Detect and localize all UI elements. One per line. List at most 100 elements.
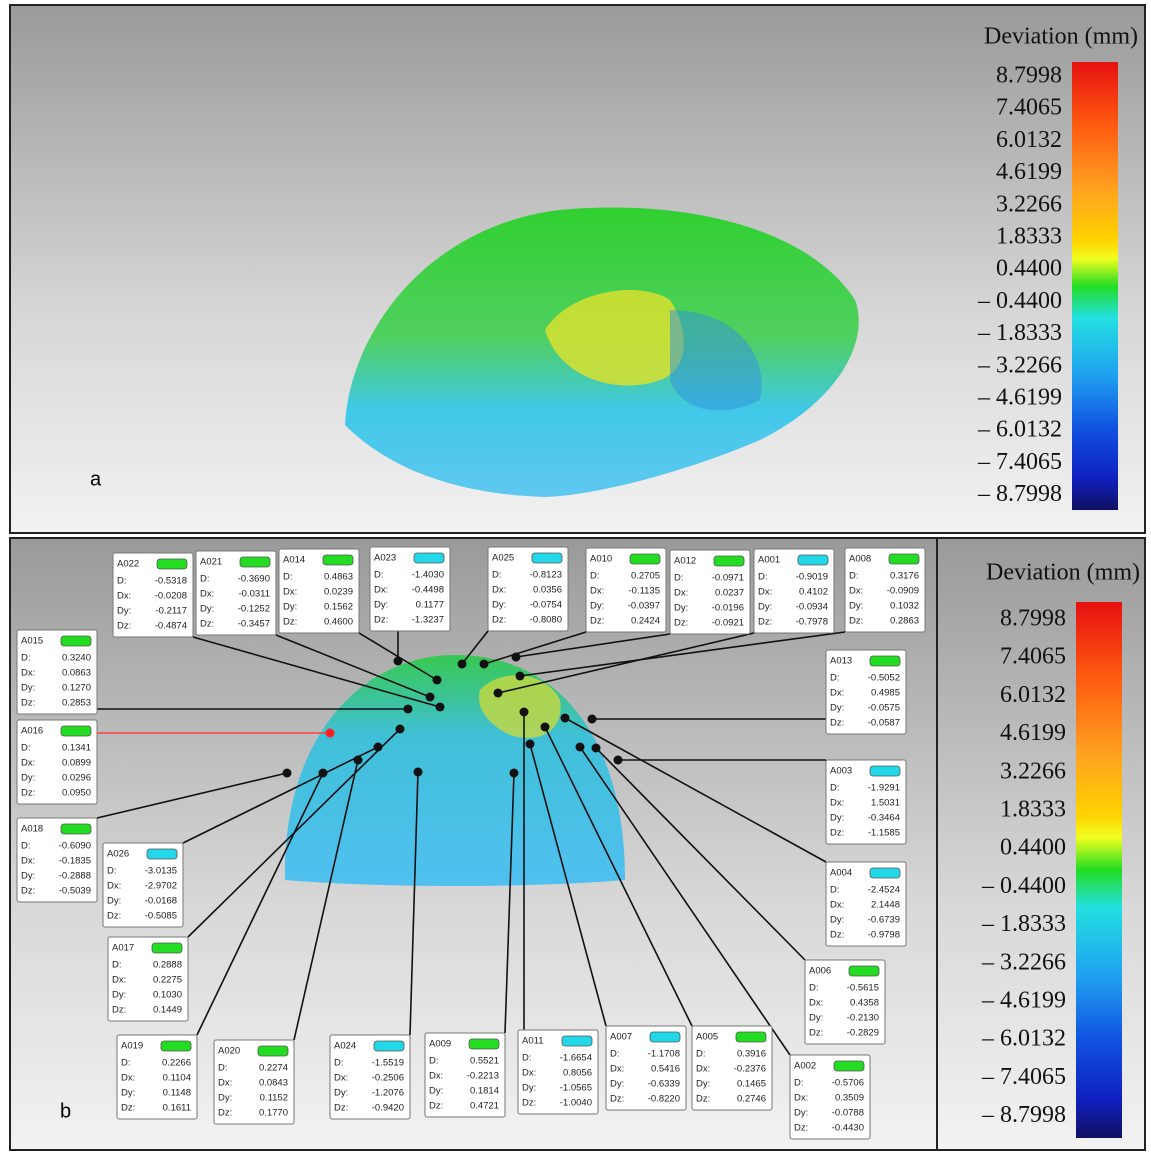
field-label: Dz:	[21, 698, 35, 709]
field-value: -0.0196	[712, 603, 744, 614]
field-value: 0.1562	[324, 602, 353, 613]
annotation-id: A013	[830, 656, 852, 667]
annotation-tag	[414, 553, 444, 563]
field-label: D:	[429, 1056, 439, 1067]
color-bar	[1076, 602, 1122, 1138]
field-value: -0.1135	[628, 586, 660, 597]
legend-label: 4.6199	[1000, 720, 1066, 746]
field-value: -0.1252	[238, 604, 270, 615]
field-label: Dy:	[374, 600, 388, 611]
probe-point	[426, 693, 435, 702]
field-value: 0.1030	[153, 990, 182, 1001]
field-label: Dy:	[492, 600, 506, 611]
field-value: 0.1814	[470, 1086, 499, 1097]
field-value: 0.1032	[890, 601, 919, 612]
annotation-id: A010	[590, 554, 612, 565]
field-label: Dz:	[809, 1028, 823, 1039]
field-label: Dx:	[794, 1093, 808, 1104]
legend-label: – 4.6199	[981, 988, 1066, 1014]
field-value: 0.1611	[163, 1103, 191, 1114]
annotation-id: A011	[522, 1036, 543, 1047]
field-value: -0.9420	[372, 1103, 404, 1114]
field-label: Dx:	[830, 688, 844, 699]
field-value: 0.4358	[850, 998, 879, 1009]
field-label: Dy:	[674, 603, 688, 614]
probe-point	[354, 756, 363, 765]
annotation-tag	[562, 1036, 592, 1046]
field-value: 0.4863	[324, 572, 353, 583]
annotation-tag	[258, 1046, 288, 1056]
field-label: Dx:	[21, 668, 35, 679]
field-value: -1.6654	[560, 1053, 592, 1064]
field-label: Dx:	[334, 1073, 348, 1084]
field-value: -0.2117	[155, 606, 187, 617]
field-label: Dz:	[218, 1108, 232, 1119]
field-label: D:	[522, 1053, 532, 1064]
field-label: Dy:	[610, 1079, 624, 1090]
field-value: -0.2888	[59, 871, 91, 882]
field-value: 1.5031	[871, 798, 900, 809]
field-label: D:	[492, 570, 502, 581]
field-value: -0.2506	[372, 1073, 404, 1084]
legend-label: 7.4065	[996, 95, 1062, 121]
probe-point	[520, 708, 529, 717]
field-label: Dx:	[522, 1068, 536, 1079]
field-value: 0.2705	[631, 571, 660, 582]
annotation-id: A005	[696, 1032, 718, 1043]
field-value: 0.1152	[260, 1093, 288, 1104]
field-label: Dx:	[374, 585, 388, 596]
field-value: 0.2746	[737, 1094, 766, 1105]
field-label: Dx:	[107, 881, 121, 892]
field-value: -0.5052	[868, 673, 900, 684]
probe-point	[576, 743, 585, 752]
annotation-tag	[889, 554, 919, 564]
annotation-tag	[849, 966, 879, 976]
probe-point	[283, 769, 292, 778]
field-label: Dz:	[112, 1005, 126, 1016]
field-label: D:	[112, 960, 122, 971]
probe-point	[541, 723, 550, 732]
field-label: Dz:	[117, 621, 131, 632]
field-value: -1.4030	[412, 570, 444, 581]
field-value: -0.4430	[832, 1123, 864, 1134]
field-value: 0.0843	[259, 1078, 288, 1089]
annotation-tag	[870, 868, 900, 878]
field-label: Dx:	[590, 586, 604, 597]
field-value: 0.1270	[62, 683, 91, 694]
field-label: Dz:	[121, 1103, 135, 1114]
legend-label: – 0.4400	[981, 873, 1066, 899]
field-label: Dx:	[830, 798, 844, 809]
field-label: Dx:	[830, 900, 844, 911]
field-value: -0.2376	[734, 1064, 766, 1075]
field-value: -1.2076	[372, 1088, 404, 1099]
field-label: D:	[674, 573, 684, 584]
field-label: Dy:	[429, 1086, 443, 1097]
probe-point	[588, 715, 597, 724]
field-label: Dy:	[334, 1088, 348, 1099]
field-label: Dy:	[21, 773, 35, 784]
probe-point	[494, 689, 503, 698]
field-value: 0.0239	[324, 587, 353, 598]
probe-point	[436, 703, 445, 712]
field-value: 0.2888	[153, 960, 182, 971]
legend-label: – 8.7998	[977, 481, 1062, 507]
annotation-tag	[736, 1032, 766, 1042]
field-value: -0.5615	[847, 983, 879, 994]
field-value: 0.1770	[259, 1108, 288, 1119]
annotation-tag	[240, 557, 270, 567]
field-value: -0.2130	[847, 1013, 879, 1024]
field-label: Dx:	[200, 589, 214, 600]
field-value: 0.3916	[737, 1049, 766, 1060]
field-value: 0.1449	[153, 1005, 182, 1016]
field-label: D:	[21, 743, 31, 754]
field-value: 0.3509	[835, 1093, 864, 1104]
field-label: D:	[830, 885, 840, 896]
probe-point	[326, 729, 335, 738]
legend-label: – 0.4400	[977, 288, 1062, 314]
field-label: Dz:	[21, 886, 35, 897]
field-label: D:	[849, 571, 859, 582]
annotation-tag	[870, 656, 900, 666]
field-value: 0.1341	[62, 743, 91, 754]
field-value: 0.2266	[162, 1058, 191, 1069]
field-value: -0.7978	[796, 617, 828, 628]
